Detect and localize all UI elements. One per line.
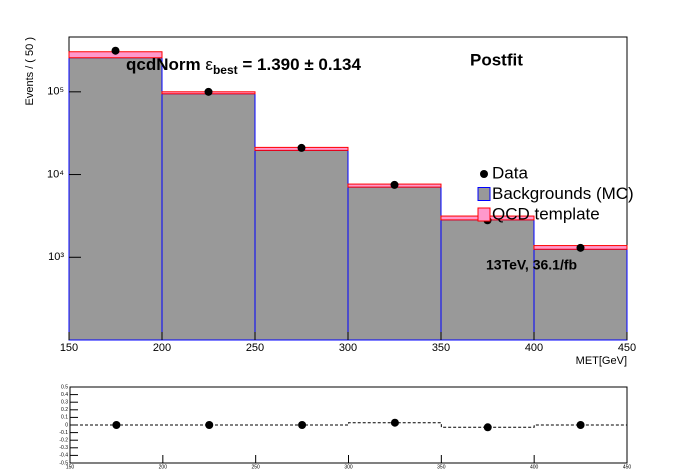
- x-tick-label: 400: [525, 342, 543, 354]
- bar-segment: [347, 186, 442, 341]
- y-tick-label: 0.1: [61, 415, 68, 421]
- data-point: [298, 421, 307, 429]
- bar-segment: [68, 57, 163, 341]
- data-point: [390, 180, 399, 189]
- x-tick-label: 450: [618, 342, 636, 354]
- x-axis-label: MET[GeV]: [576, 355, 627, 367]
- x-tick-label: 300: [344, 464, 353, 470]
- bar-segment: [161, 93, 256, 341]
- y-tick-label: 0.3: [61, 400, 68, 406]
- legend-label: Backgrounds (MC): [492, 184, 634, 203]
- x-tick-label: 350: [437, 464, 446, 470]
- ratio-step: [70, 422, 627, 428]
- data-point: [297, 143, 306, 152]
- legend-swatch: [477, 207, 491, 222]
- data-point: [205, 421, 214, 429]
- x-tick-label: 450: [623, 464, 632, 470]
- y-tick-label: -0.4: [59, 453, 68, 459]
- x-tick-label: 250: [251, 464, 260, 470]
- bar-segment: [254, 149, 349, 341]
- annotation: 13TeV, 36.1/fb: [486, 257, 577, 273]
- y-tick-label: 0.5: [61, 384, 68, 390]
- y-tick-label: -0.2: [59, 438, 68, 444]
- legend-marker: [480, 170, 488, 178]
- x-tick-label: 400: [530, 464, 539, 470]
- data-point: [576, 421, 585, 429]
- y-tick-label: -0.5: [59, 460, 68, 466]
- y-tick-label: 10³: [48, 251, 64, 263]
- fit-label: qcdNorm εbest = 1.390 ± 0.134: [126, 55, 361, 79]
- x-tick-label: 200: [159, 464, 168, 470]
- y-tick-label: 0.4: [61, 392, 68, 398]
- y-tick-label: 0: [65, 422, 68, 428]
- data-point: [112, 421, 121, 429]
- y-tick-label: 0.2: [61, 407, 68, 413]
- data-point: [483, 423, 492, 432]
- y-tick-label: -0.1: [59, 430, 68, 436]
- data-point: [204, 87, 213, 96]
- annotation: Postfit: [470, 50, 523, 69]
- x-tick-label: 350: [432, 342, 450, 354]
- x-tick-label: 300: [339, 342, 357, 354]
- data-point: [111, 46, 120, 55]
- y-axis-label: Events / ( 50 ): [24, 37, 36, 105]
- fit-symbol: ε: [205, 55, 213, 74]
- fit-name: qcdNorm: [126, 55, 201, 74]
- legend-label: Data: [492, 163, 528, 182]
- y-tick-label: 10⁵: [47, 86, 64, 98]
- legend-swatch: [477, 187, 491, 201]
- fit-value: = 1.390: [242, 55, 299, 74]
- data-point: [390, 418, 399, 427]
- x-tick-label: 250: [246, 342, 264, 354]
- x-tick-label: 200: [153, 342, 171, 354]
- x-tick-label: 150: [60, 342, 78, 354]
- y-tick-label: -0.3: [59, 445, 68, 451]
- fit-subscript: best: [213, 63, 238, 77]
- data-point: [576, 243, 585, 252]
- legend-label: QCD template: [492, 204, 600, 223]
- y-tick-label: 10⁴: [47, 168, 64, 180]
- fit-error: ± 0.134: [304, 55, 361, 74]
- x-tick-label: 150: [66, 464, 75, 470]
- bar-segment: [440, 219, 535, 341]
